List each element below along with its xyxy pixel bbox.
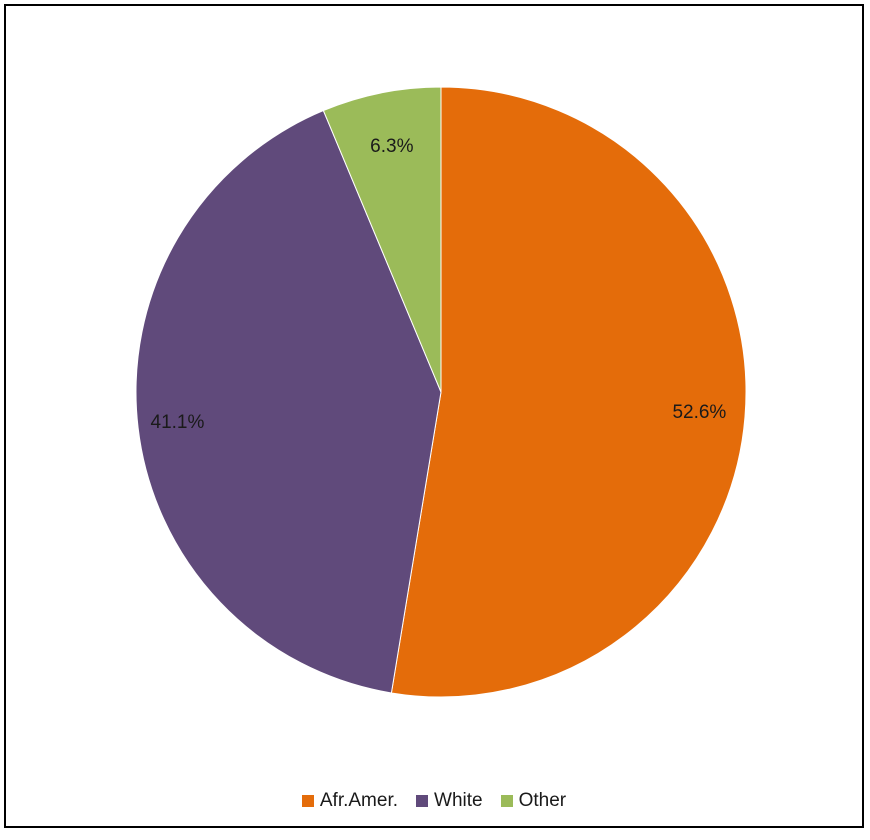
legend-item-other: Other bbox=[500, 790, 567, 812]
legend-item-afr-amer: Afr.Amer. bbox=[301, 790, 399, 812]
legend-label: Afr.Amer. bbox=[319, 790, 399, 811]
legend-swatch bbox=[416, 795, 429, 807]
pie-slice-white bbox=[135, 109, 442, 694]
legend: Afr.Amer. White Other bbox=[6, 790, 862, 812]
legend-label: White bbox=[434, 790, 483, 811]
legend-swatch bbox=[500, 795, 513, 807]
pie-slice-other bbox=[322, 86, 442, 393]
data-label-other: 6.3% bbox=[370, 136, 413, 157]
legend-item-white: White bbox=[416, 790, 483, 812]
data-label-white: 41.1% bbox=[151, 412, 205, 433]
chart-frame: 52.6% 41.1% 6.3% Afr.Amer. White Other bbox=[4, 4, 864, 828]
pie-chart: 52.6% 41.1% 6.3% bbox=[135, 86, 747, 698]
pie-slice-afr-amer bbox=[390, 86, 747, 698]
data-label-afr-amer: 52.6% bbox=[672, 402, 726, 423]
legend-label: Other bbox=[518, 790, 567, 811]
legend-swatch bbox=[301, 795, 314, 807]
